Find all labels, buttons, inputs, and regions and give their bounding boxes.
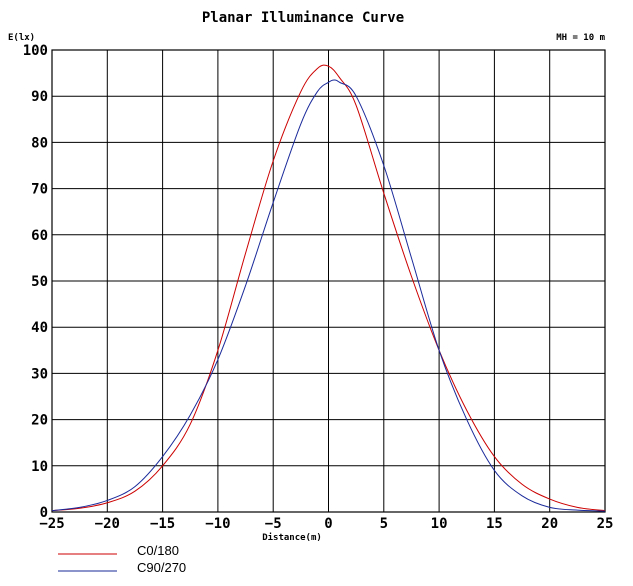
x-tick-label: 0: [324, 516, 332, 532]
x-axis-label: Distance(m): [262, 532, 322, 543]
x-tick-label: −20: [95, 516, 120, 532]
y-tick-label: 70: [31, 182, 48, 198]
y-tick-label: 50: [31, 274, 48, 290]
y-tick-label: 20: [31, 413, 48, 429]
y-axis-label: E(lx): [8, 33, 35, 43]
x-tick-label: −5: [265, 516, 282, 532]
legend-label-c0-180: C0/180: [137, 543, 179, 558]
x-tick-label: 5: [380, 516, 388, 532]
x-tick-label: 25: [597, 516, 614, 532]
y-tick-label: 10: [31, 459, 48, 475]
y-tick-label: 60: [31, 228, 48, 244]
tick-labels: −25 −20 −15 −10 −5 0 5 10 15 20 25 0 10 20 30 40 50 60 70 8…: [23, 43, 614, 532]
x-tick-label: 20: [541, 516, 558, 532]
chart-title: Planar Illuminance Curve: [202, 10, 404, 26]
grid: [51, 49, 606, 513]
x-tick-label: −10: [205, 516, 230, 532]
mounting-height-annotation: MH = 10 m: [556, 33, 605, 43]
legend: C0/180 C90/270: [58, 543, 186, 575]
y-tick-label: 100: [23, 43, 48, 59]
series-lines: [51, 64, 606, 512]
y-tick-label: 40: [31, 320, 48, 336]
x-tick-label: 15: [486, 516, 503, 532]
x-tick-label: −15: [150, 516, 175, 532]
x-tick-label: 10: [431, 516, 448, 532]
y-tick-label: 30: [31, 366, 48, 382]
y-tick-label: 80: [31, 135, 48, 151]
plot-frame: [51, 49, 606, 513]
legend-label-c90-270: C90/270: [137, 560, 186, 575]
y-tick-label: 0: [40, 505, 48, 521]
y-tick-label: 90: [31, 89, 48, 105]
series-line-c90-270: [51, 79, 606, 512]
x-tick-label: −25: [39, 516, 64, 532]
series-line-c0-180: [51, 64, 606, 512]
